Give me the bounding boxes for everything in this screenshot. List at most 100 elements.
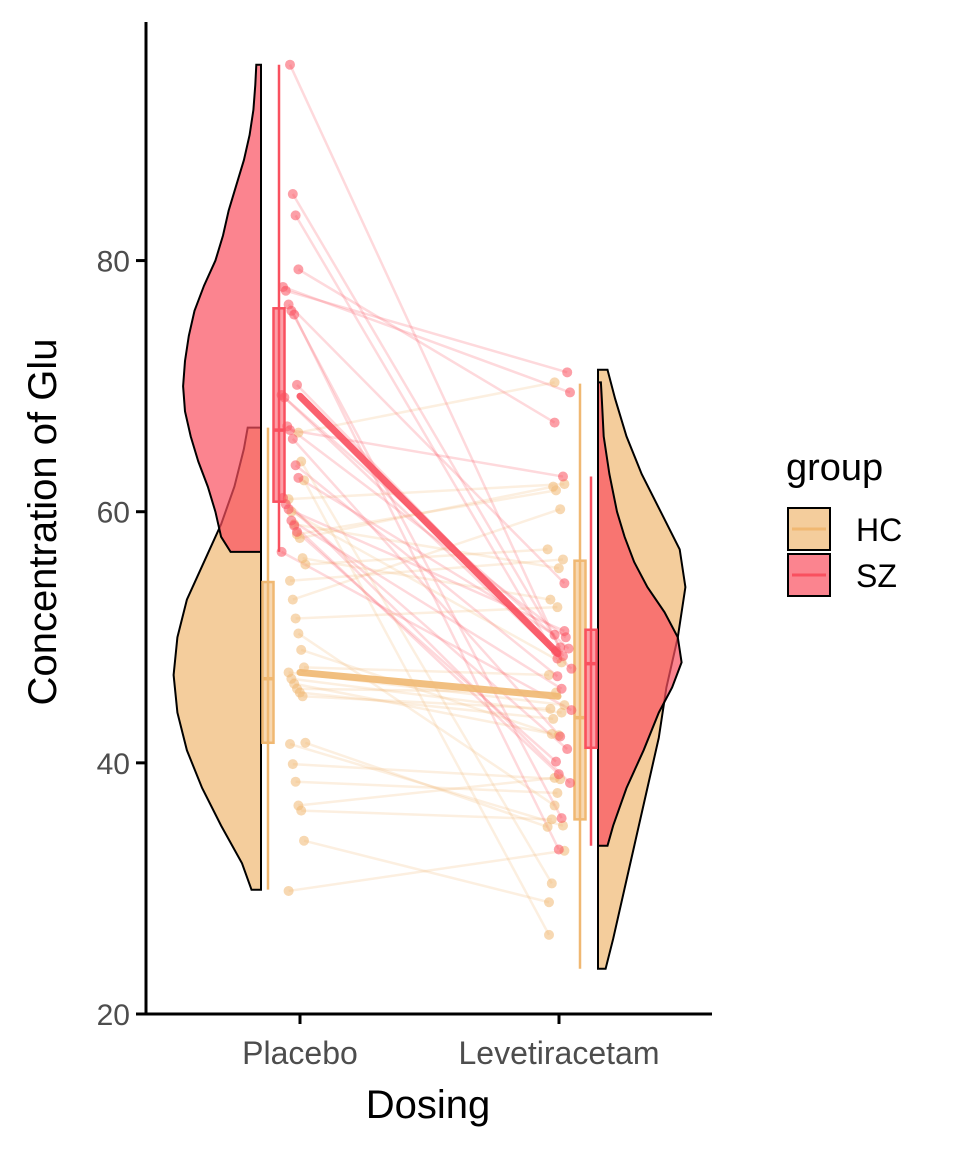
sz-paired-line — [284, 503, 569, 750]
hc-paired-line — [289, 558, 564, 583]
hc-point-levetiracetam — [546, 878, 557, 889]
y-tick-label: 20 — [97, 999, 130, 1032]
sz-point-placebo — [293, 472, 304, 483]
hc-paired-line — [300, 460, 553, 885]
sz-point-placebo — [286, 515, 297, 526]
x-ticks: Placebo Levetiracetam — [242, 1014, 659, 1071]
hc-paired-line — [288, 482, 565, 501]
legend-label-sz: SZ — [856, 558, 897, 594]
sz-point-levetiracetam — [565, 387, 575, 398]
sz-density-placebo — [182, 63, 262, 553]
hc-point-levetiracetam — [544, 897, 554, 908]
hc-point-levetiracetam — [544, 669, 554, 680]
hc-mean-line — [296, 668, 562, 700]
sz-paired-line — [296, 530, 557, 763]
hc-point-placebo — [300, 737, 311, 748]
hc-point-placebo — [285, 575, 295, 586]
sz-point-levetiracetam — [558, 471, 568, 482]
sz-paired-line — [282, 497, 571, 784]
hc-paired-line — [292, 508, 561, 601]
sz-paired-line — [294, 464, 559, 678]
sz-point-placebo — [293, 264, 304, 275]
hc-point-levetiracetam — [552, 787, 563, 798]
hc-point-levetiracetam — [546, 728, 557, 739]
sz-paired-line — [293, 314, 560, 851]
y-tick-label: 60 — [97, 497, 130, 530]
hc-paired-line — [288, 849, 565, 893]
hc-paired-line — [300, 648, 553, 736]
hc-point-placebo — [287, 594, 298, 605]
hc-paired-line — [302, 556, 551, 601]
sz-point-levetiracetam — [562, 367, 573, 378]
sz-point-placebo — [290, 210, 301, 221]
sz-paired-line — [290, 310, 563, 819]
sz-point-levetiracetam — [560, 632, 571, 643]
sz-point-levetiracetam — [566, 705, 577, 716]
sz-point-placebo — [290, 460, 301, 471]
hc-point-levetiracetam — [559, 479, 570, 490]
sz-point-levetiracetam — [563, 643, 574, 654]
sz-point-levetiracetam — [553, 769, 564, 780]
hc-point-placebo — [285, 739, 295, 750]
hc-point-levetiracetam — [548, 713, 559, 724]
sz-paired-line — [297, 268, 556, 424]
hc-point-levetiracetam — [552, 602, 563, 613]
sz-point-levetiracetam — [552, 671, 563, 682]
axes-layer — [144, 22, 712, 1016]
sz-paired-line — [285, 289, 568, 374]
hc-box-levetiracetam — [573, 559, 587, 821]
sz-density-levetiracetam — [597, 381, 683, 847]
sz-point-placebo — [278, 492, 288, 503]
hc-paired-line — [291, 677, 562, 714]
sz-box-levetiracetam — [584, 628, 598, 750]
hc-point-levetiracetam — [555, 504, 566, 515]
hc-point-levetiracetam — [542, 821, 553, 832]
hc-point-levetiracetam — [544, 929, 554, 940]
hc-paired-line — [298, 381, 555, 434]
hc-paired-line — [293, 682, 560, 737]
hc-paired-line — [299, 691, 554, 721]
hc-point-placebo — [283, 667, 294, 678]
sz-point-levetiracetam — [549, 629, 560, 640]
y-axis-title: Concentration of Glu — [21, 339, 65, 706]
sz-paired-line — [287, 303, 566, 585]
sz-point-levetiracetam — [556, 683, 567, 694]
hc-point-levetiracetam — [558, 554, 568, 565]
sz-paired-line — [281, 550, 572, 712]
sz-point-levetiracetam — [549, 417, 560, 428]
hc-point-placebo — [297, 553, 308, 564]
sz-point-placebo — [292, 379, 302, 390]
legend-label-hc: HC — [856, 512, 902, 548]
sz-paired-line — [289, 428, 564, 478]
hc-point-placebo — [290, 613, 301, 624]
hc-paired-line — [304, 741, 549, 829]
sz-point-levetiracetam — [559, 578, 570, 589]
hc-paired-line — [305, 548, 548, 566]
hc-paired-line — [296, 489, 557, 536]
sz-paired-line — [290, 519, 563, 690]
hc-point-levetiracetam — [545, 703, 556, 714]
x-tick-label: Placebo — [242, 1035, 358, 1071]
hc-point-placebo — [293, 628, 304, 639]
y-tick-label: 80 — [97, 246, 130, 279]
sz-density-layer — [182, 63, 683, 847]
hc-paired-line — [303, 666, 550, 677]
hc-point-levetiracetam — [546, 814, 557, 825]
hc-paired-line — [302, 695, 551, 711]
sz-point-levetiracetam — [555, 731, 566, 742]
hc-point-levetiracetam — [545, 594, 556, 605]
paired-lines-layer — [280, 64, 573, 936]
hc-paired-line — [295, 780, 558, 795]
sz-point-placebo — [287, 433, 298, 444]
sz-point-placebo — [282, 421, 293, 432]
hc-point-levetiracetam — [558, 820, 568, 831]
sz-point-levetiracetam — [566, 663, 577, 674]
hc-paired-line — [293, 523, 560, 570]
hc-paired-line — [298, 776, 555, 807]
hc-point-levetiracetam — [556, 707, 567, 718]
sz-point-levetiracetam — [562, 744, 573, 755]
sz-mean-line — [296, 392, 562, 658]
sz-point-placebo — [287, 189, 298, 200]
